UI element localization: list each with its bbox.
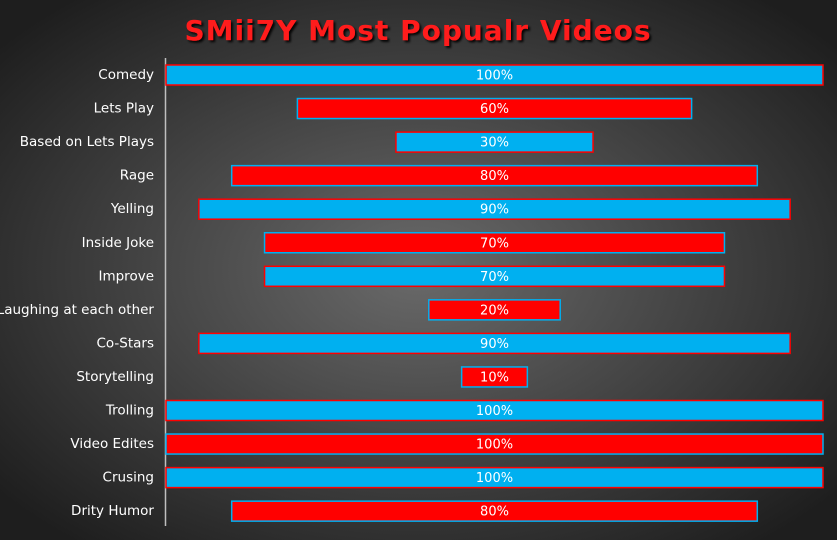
bar [165, 64, 824, 86]
category-label: Rage [120, 168, 154, 184]
value-label: 80% [480, 505, 509, 520]
value-label: 90% [480, 203, 509, 218]
bar [460, 366, 529, 388]
bar [165, 466, 824, 489]
value-label: 70% [480, 236, 509, 251]
category-label: Laughing at each other [0, 302, 154, 318]
value-label: 100% [476, 69, 513, 84]
category-label: Video Edites [70, 436, 154, 452]
category-label: Storytelling [76, 369, 154, 385]
category-label: Drity Humor [71, 503, 154, 519]
value-label: 100% [476, 471, 513, 486]
category-label: Co-Stars [96, 335, 154, 351]
bar [230, 164, 759, 187]
bar [395, 131, 594, 153]
chart-title: SMii7Y Most Popualr Videos [184, 14, 651, 47]
category-label: Based on Lets Plays [20, 134, 154, 150]
bar [165, 433, 824, 455]
value-label: 90% [480, 337, 509, 352]
bar [230, 500, 759, 522]
bar [296, 97, 693, 120]
value-label: 100% [476, 438, 513, 453]
category-label: Lets Play [94, 101, 154, 117]
value-label: 100% [476, 404, 513, 419]
value-label: 30% [480, 136, 509, 151]
bar [263, 265, 726, 288]
value-label: 60% [480, 102, 509, 117]
bar [198, 198, 791, 220]
bar [428, 299, 561, 321]
bar [263, 232, 726, 254]
category-label: Comedy [98, 67, 154, 83]
value-label: 20% [480, 303, 509, 318]
category-label: Crusing [103, 470, 154, 486]
category-label: Yelling [110, 201, 154, 217]
category-label: Inside Joke [82, 235, 154, 251]
category-label: Trolling [105, 403, 154, 419]
bar [165, 399, 824, 422]
value-label: 70% [480, 270, 509, 285]
value-label: 10% [480, 370, 509, 385]
value-label: 80% [480, 169, 509, 184]
bar [198, 332, 791, 355]
category-label: Improve [98, 268, 154, 284]
